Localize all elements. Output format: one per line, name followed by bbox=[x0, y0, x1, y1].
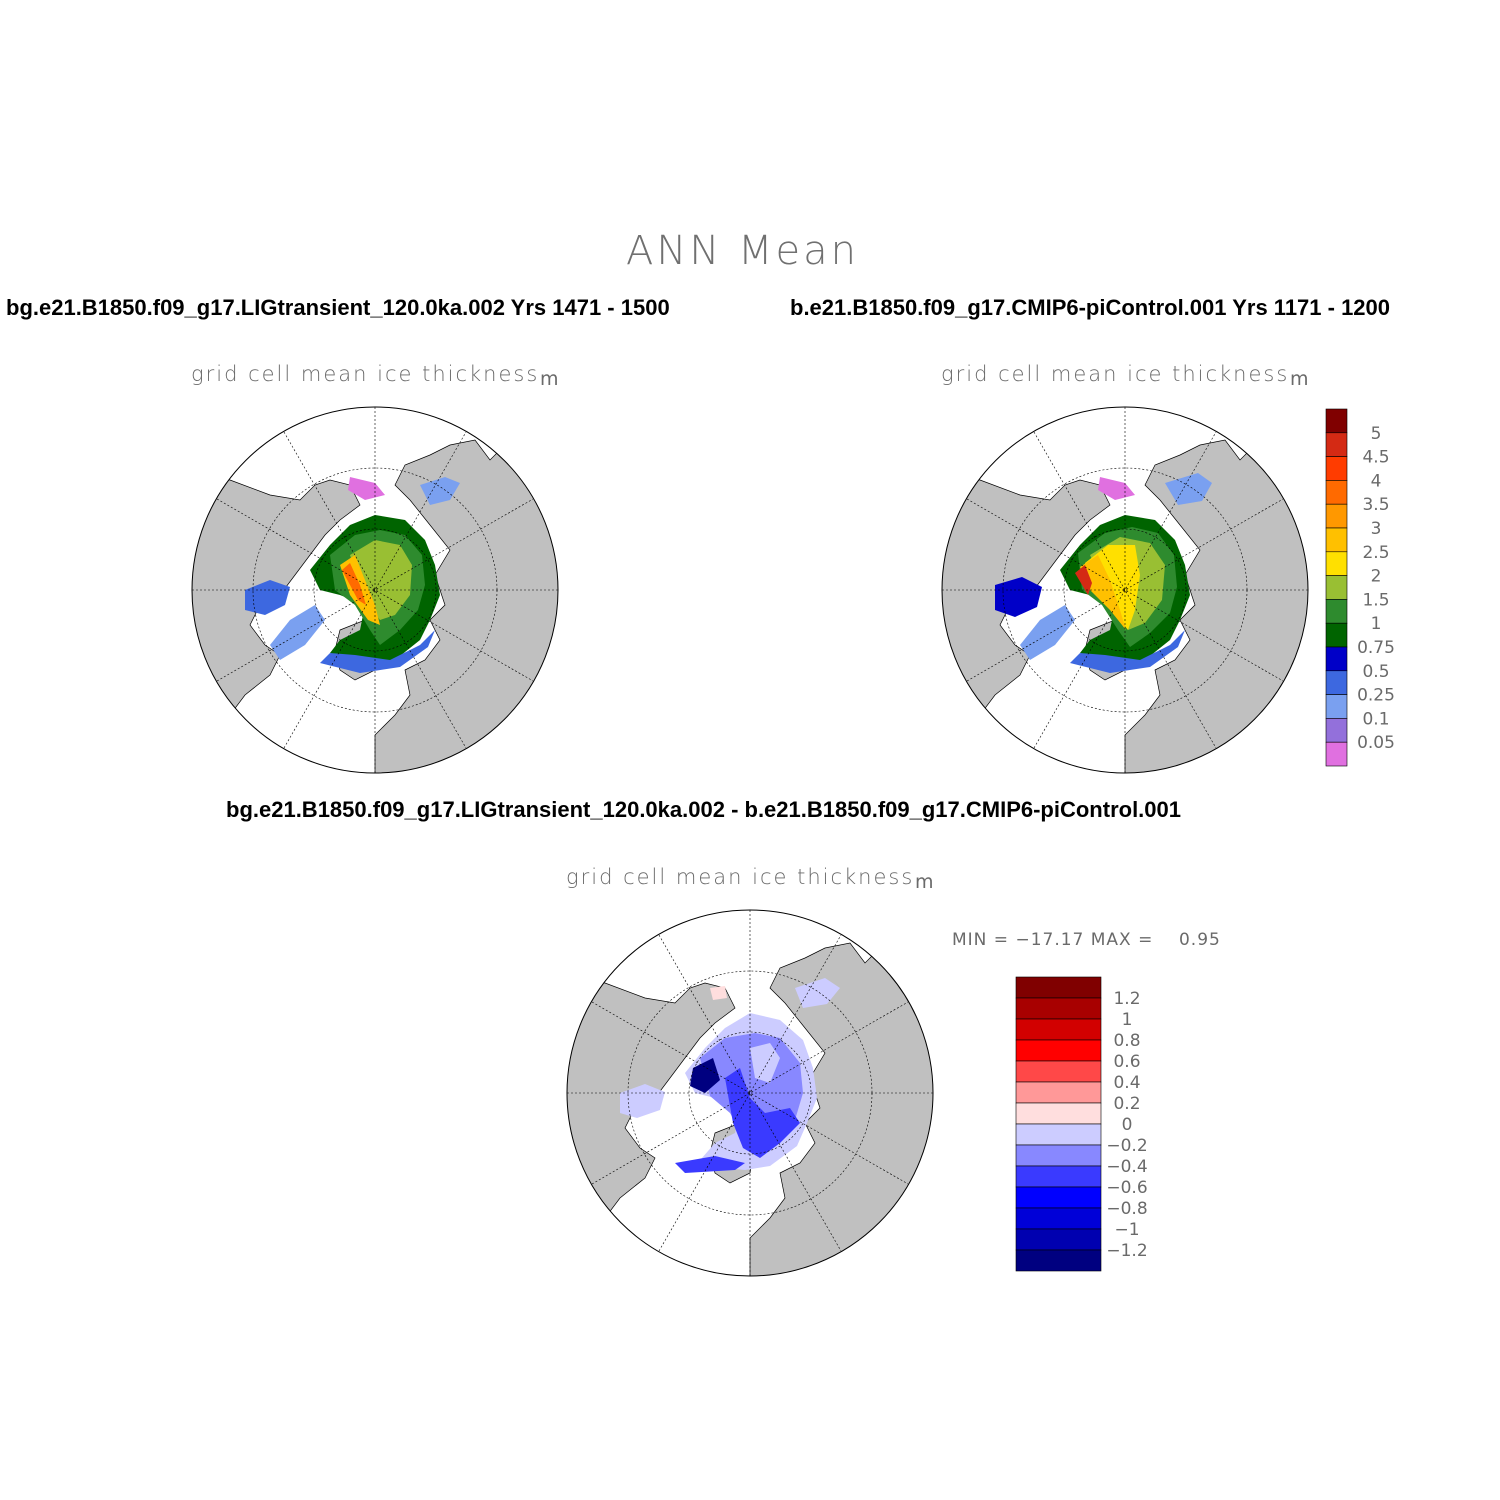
colorbar-tick-label: −1 bbox=[1114, 1220, 1139, 1240]
difference-colorbar: 1.210.80.60.40.20−0.2−0.4−0.6−0.8−1−1.2 bbox=[1015, 976, 1148, 1272]
colorbar-swatch bbox=[1325, 527, 1348, 553]
colorbar-swatch bbox=[1325, 599, 1348, 624]
colorbar-swatch bbox=[1015, 1186, 1102, 1209]
colorbar-tick-label: 0.2 bbox=[1113, 1094, 1140, 1114]
colorbar-swatch bbox=[1015, 1039, 1102, 1062]
ice-fringe-atlantic bbox=[1070, 630, 1185, 673]
colorbar-tick-label: 3 bbox=[1371, 519, 1382, 539]
colorbar-swatch bbox=[1015, 1249, 1102, 1272]
colorbar-tick-label: 1 bbox=[1122, 1010, 1133, 1030]
land-eurasia bbox=[374, 407, 558, 773]
colorbar-tick-label: 1.5 bbox=[1362, 590, 1389, 610]
land-north-america bbox=[192, 474, 361, 726]
colorbar-tick-label: 2 bbox=[1371, 567, 1382, 587]
panel1-case-title: bg.e21.B1850.f09_g17.LIGtransient_120.0k… bbox=[6, 295, 670, 320]
panel3-minmax: MIN = −17.17 MAX = 0.95 bbox=[952, 930, 1221, 950]
colorbar-tick-label: 0.5 bbox=[1362, 662, 1389, 682]
panel1-units: m bbox=[540, 368, 559, 390]
panel2-polar-map bbox=[941, 406, 1309, 774]
diff-positive bbox=[710, 986, 727, 1000]
colorbar-swatch bbox=[1325, 551, 1348, 576]
colorbar-swatch bbox=[1015, 1060, 1102, 1083]
panel1-polar-map bbox=[191, 406, 559, 774]
colorbar-tick-label: −1.2 bbox=[1106, 1241, 1147, 1261]
colorbar-swatch bbox=[1325, 646, 1348, 672]
colorbar-swatch bbox=[1015, 1207, 1102, 1230]
main-title: ANN Mean bbox=[626, 228, 859, 274]
ice-bering bbox=[348, 477, 385, 500]
colorbar-swatch bbox=[1015, 1081, 1102, 1104]
panel3-case-title: bg.e21.B1850.f09_g17.LIGtransient_120.0k… bbox=[226, 797, 1182, 822]
colorbar-tick-label: 3.5 bbox=[1362, 495, 1389, 515]
ice-thickest bbox=[342, 563, 366, 605]
colorbar-swatch bbox=[1325, 694, 1348, 719]
colorbar-tick-label: 0 bbox=[1122, 1115, 1133, 1135]
colorbar-tick-label: 0.75 bbox=[1357, 638, 1395, 658]
colorbar-swatch bbox=[1015, 1165, 1102, 1188]
panel2-variable-title: grid cell mean ice thickness bbox=[941, 362, 1290, 386]
colorbar-swatch bbox=[1325, 503, 1348, 529]
diff-core bbox=[750, 1043, 780, 1083]
colorbar-tick-label: −0.2 bbox=[1106, 1136, 1147, 1156]
ice-labrador bbox=[1020, 605, 1075, 660]
colorbar-swatch bbox=[1015, 1102, 1102, 1125]
colorbar-swatch bbox=[1015, 1123, 1102, 1146]
colorbar-swatch bbox=[1325, 575, 1348, 600]
diff-caa bbox=[690, 1058, 720, 1093]
panel2-units: m bbox=[1290, 368, 1309, 390]
ice-okhotsk bbox=[420, 477, 460, 505]
diff-okhotsk bbox=[795, 978, 840, 1008]
ice-hudson bbox=[245, 580, 290, 615]
diff-strong bbox=[725, 1068, 800, 1158]
colorbar-tick-label: 0.8 bbox=[1113, 1031, 1140, 1051]
colorbar-tick-label: 0.1 bbox=[1362, 709, 1389, 729]
colorbar-swatch bbox=[1325, 456, 1348, 481]
colorbar-tick-label: −0.6 bbox=[1106, 1178, 1147, 1198]
ice-fringe-atlantic bbox=[320, 630, 435, 673]
colorbar-tick-label: 1.2 bbox=[1113, 989, 1140, 1009]
ice-bering bbox=[1098, 477, 1135, 500]
colorbar-tick-label: 4.5 bbox=[1362, 448, 1389, 468]
ice-thicker bbox=[1080, 555, 1126, 630]
colorbar-swatch bbox=[1015, 997, 1102, 1020]
colorbar-swatch bbox=[1325, 718, 1348, 743]
ice-labrador bbox=[270, 605, 325, 660]
colorbar-swatch bbox=[1325, 408, 1348, 434]
panel3-variable-title: grid cell mean ice thickness bbox=[566, 865, 915, 889]
colorbar-swatch bbox=[1015, 1018, 1102, 1041]
colorbar-tick-label: 5 bbox=[1371, 424, 1382, 444]
ice-hudson bbox=[995, 577, 1042, 617]
colorbar-swatch bbox=[1015, 1228, 1102, 1251]
thickness-colorbar: 5 4.5 4 3.5 3 2.5 2 1.5 1 0.75 0.5 0.25 0.1 0.05 bbox=[1325, 408, 1395, 767]
colorbar-swatch bbox=[1015, 1144, 1102, 1167]
ice-thickest bbox=[1075, 565, 1092, 595]
colorbar-swatch bbox=[1325, 480, 1348, 505]
colorbar-swatch bbox=[1325, 432, 1348, 457]
land-eurasia bbox=[1124, 407, 1308, 773]
colorbar-tick-label: 0.05 bbox=[1357, 733, 1395, 753]
diff-atlantic bbox=[675, 1156, 745, 1173]
land-north-america bbox=[942, 474, 1111, 726]
ice-okhotsk bbox=[1165, 473, 1212, 505]
panel3-units: m bbox=[915, 871, 934, 893]
panel2-case-title: b.e21.B1850.f09_g17.CMIP6-piControl.001 … bbox=[790, 295, 1391, 320]
colorbar-tick-label: −0.4 bbox=[1106, 1157, 1147, 1177]
colorbar-swatch bbox=[1325, 622, 1348, 648]
colorbar-tick-label: 0.25 bbox=[1357, 686, 1395, 706]
colorbar-swatch bbox=[1325, 741, 1348, 767]
land-north-america bbox=[567, 977, 736, 1229]
diff-hudson bbox=[620, 1084, 665, 1118]
colorbar-tick-label: −0.8 bbox=[1106, 1199, 1147, 1219]
land-eurasia bbox=[749, 910, 933, 1276]
colorbar-tick-label: 0.6 bbox=[1113, 1052, 1140, 1072]
colorbar-tick-label: 1 bbox=[1371, 614, 1382, 634]
panel1-variable-title: grid cell mean ice thickness bbox=[191, 362, 540, 386]
colorbar-tick-label: 2.5 bbox=[1362, 543, 1389, 563]
colorbar-tick-label: 0.4 bbox=[1113, 1073, 1140, 1093]
colorbar-swatch bbox=[1325, 670, 1348, 695]
colorbar-swatch bbox=[1015, 976, 1102, 999]
panel3-polar-map bbox=[566, 909, 934, 1277]
colorbar-tick-label: 4 bbox=[1371, 471, 1382, 491]
